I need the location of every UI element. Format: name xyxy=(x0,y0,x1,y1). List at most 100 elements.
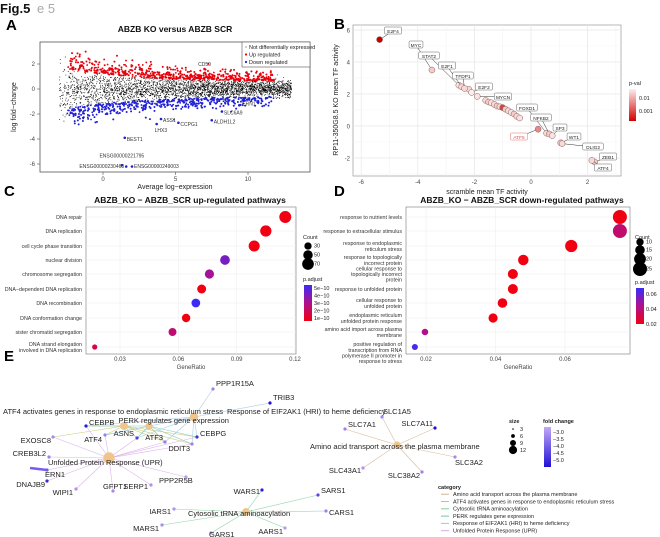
ma-point xyxy=(95,96,97,98)
ma-point xyxy=(93,64,96,66)
ma-point xyxy=(193,80,195,82)
ma-point xyxy=(248,94,249,95)
ma-point xyxy=(218,89,220,91)
ma-point xyxy=(251,85,253,87)
gene-node xyxy=(163,440,167,444)
ma-point xyxy=(251,83,253,85)
ma-point xyxy=(226,86,228,88)
ma-point xyxy=(252,89,254,90)
ma-point xyxy=(260,86,262,88)
up-point xyxy=(168,71,171,74)
up-point xyxy=(148,70,151,73)
category-node xyxy=(120,422,128,430)
ma-point xyxy=(125,93,127,94)
label-leader xyxy=(428,55,460,86)
up-point xyxy=(194,76,197,79)
ma-point xyxy=(211,96,213,98)
down-point xyxy=(79,109,82,112)
ma-point xyxy=(83,87,85,88)
ma-point xyxy=(136,85,138,87)
network-edge xyxy=(123,425,166,443)
ma-point xyxy=(236,88,238,90)
ma-point xyxy=(150,91,152,93)
down-point xyxy=(162,103,165,106)
ma-point xyxy=(156,77,158,80)
up-point xyxy=(221,68,224,71)
ma-point xyxy=(88,91,89,93)
ma-point xyxy=(91,87,93,89)
ma-point xyxy=(97,88,99,90)
ma-point xyxy=(208,96,210,98)
pathway-dot xyxy=(168,328,177,336)
ma-point xyxy=(181,93,183,95)
ma-point xyxy=(189,92,191,93)
up-point xyxy=(118,64,121,67)
up-point xyxy=(71,52,74,55)
ma-point xyxy=(118,98,120,100)
ma-point xyxy=(239,92,241,93)
ma-point xyxy=(135,90,137,92)
ma-point xyxy=(65,85,67,87)
pathway-label: DNA repair xyxy=(56,215,82,221)
ma-point xyxy=(206,93,208,95)
x-tick-label: 0 xyxy=(101,177,105,183)
ma-point xyxy=(225,90,227,92)
ma-point xyxy=(77,71,79,73)
ma-point xyxy=(129,79,131,81)
ma-point xyxy=(207,94,209,95)
ma-point xyxy=(91,90,93,92)
up-point xyxy=(75,59,78,62)
ma-point xyxy=(184,99,186,102)
ma-point xyxy=(63,87,65,88)
tf-label-box xyxy=(599,152,617,161)
ma-point xyxy=(88,114,91,117)
up-point xyxy=(90,69,93,72)
ma-point xyxy=(109,92,111,94)
ma-point xyxy=(156,98,158,100)
ma-point xyxy=(73,76,75,78)
category-node xyxy=(393,441,401,449)
up-point xyxy=(69,62,72,65)
ma-point xyxy=(111,90,113,92)
ma-point xyxy=(240,89,242,91)
ma-point xyxy=(221,89,223,91)
network-edge xyxy=(123,425,198,438)
ma-point xyxy=(235,88,237,90)
ma-point xyxy=(187,103,189,106)
up-point xyxy=(176,67,179,70)
ma-point xyxy=(231,87,233,89)
ma-point xyxy=(171,81,173,83)
up-point xyxy=(212,78,215,81)
x-axis-label: GeneRatio xyxy=(504,365,533,371)
ma-point xyxy=(113,79,115,81)
ma-point xyxy=(268,85,269,87)
ma-point xyxy=(199,87,201,89)
ma-point xyxy=(265,84,267,86)
down-point xyxy=(208,101,211,104)
ma-point xyxy=(121,78,123,80)
ma-point xyxy=(250,81,252,83)
ma-point xyxy=(67,93,69,95)
ma-point xyxy=(141,83,142,85)
ma-point xyxy=(279,92,281,94)
ma-point xyxy=(246,90,248,92)
ma-point xyxy=(215,84,217,86)
ma-point xyxy=(176,93,178,95)
up-point xyxy=(98,61,101,64)
tf-label: WT1 xyxy=(569,135,579,141)
ma-point xyxy=(288,80,290,82)
ma-point xyxy=(245,93,247,95)
up-point xyxy=(206,77,209,80)
ma-point xyxy=(135,87,137,89)
up-point xyxy=(269,70,272,73)
pathway-label-line: transcription from RNA xyxy=(348,348,402,354)
ma-point xyxy=(204,95,206,96)
ma-point xyxy=(203,88,205,89)
ma-point xyxy=(172,82,173,84)
pathway-label-line: DNA−dependent DNA replication xyxy=(5,287,82,293)
ma-point xyxy=(169,85,171,87)
up-point xyxy=(269,78,272,81)
up-point xyxy=(244,74,247,77)
ma-point xyxy=(117,100,119,102)
ma-point xyxy=(91,111,94,114)
